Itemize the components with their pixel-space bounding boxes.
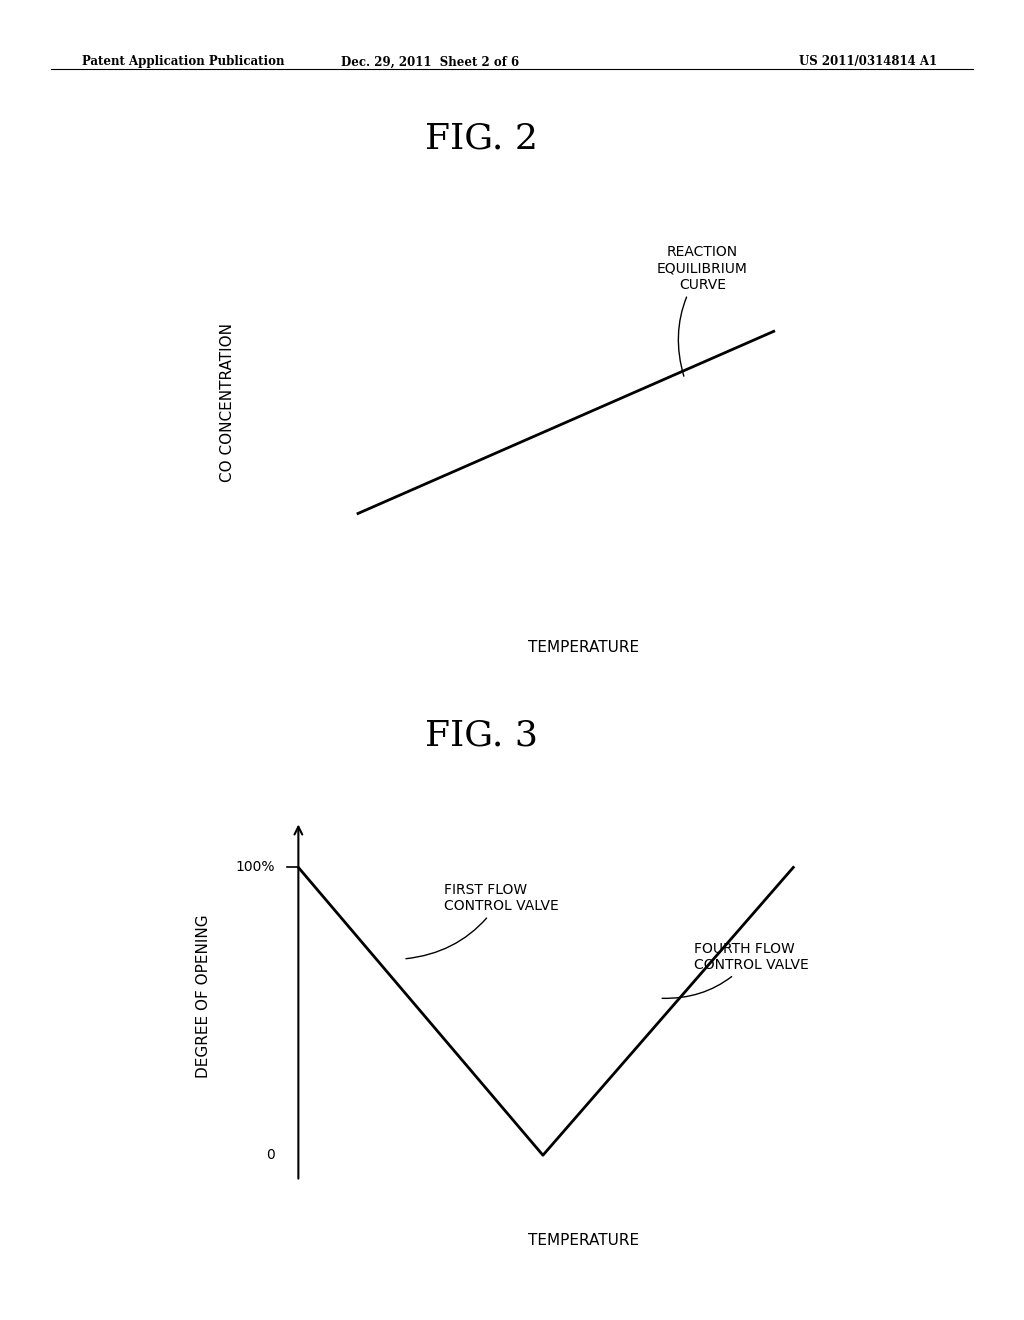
Text: 100%: 100% (236, 861, 275, 874)
Text: DEGREE OF OPENING: DEGREE OF OPENING (196, 915, 211, 1078)
Text: Dec. 29, 2011  Sheet 2 of 6: Dec. 29, 2011 Sheet 2 of 6 (341, 55, 519, 69)
Text: Patent Application Publication: Patent Application Publication (82, 55, 285, 69)
Text: TEMPERATURE: TEMPERATURE (528, 1233, 639, 1249)
Text: TEMPERATURE: TEMPERATURE (528, 640, 639, 655)
Text: FOURTH FLOW
CONTROL VALVE: FOURTH FLOW CONTROL VALVE (663, 942, 809, 998)
Text: FIG. 3: FIG. 3 (425, 718, 538, 752)
Text: CO CONCENTRATION: CO CONCENTRATION (220, 323, 234, 482)
Text: US 2011/0314814 A1: US 2011/0314814 A1 (799, 55, 937, 69)
Text: FIG. 2: FIG. 2 (425, 121, 538, 156)
Text: FIRST FLOW
CONTROL VALVE: FIRST FLOW CONTROL VALVE (406, 883, 559, 958)
Text: REACTION
EQUILIBRIUM
CURVE: REACTION EQUILIBRIUM CURVE (657, 246, 748, 376)
Text: 0: 0 (266, 1148, 275, 1162)
